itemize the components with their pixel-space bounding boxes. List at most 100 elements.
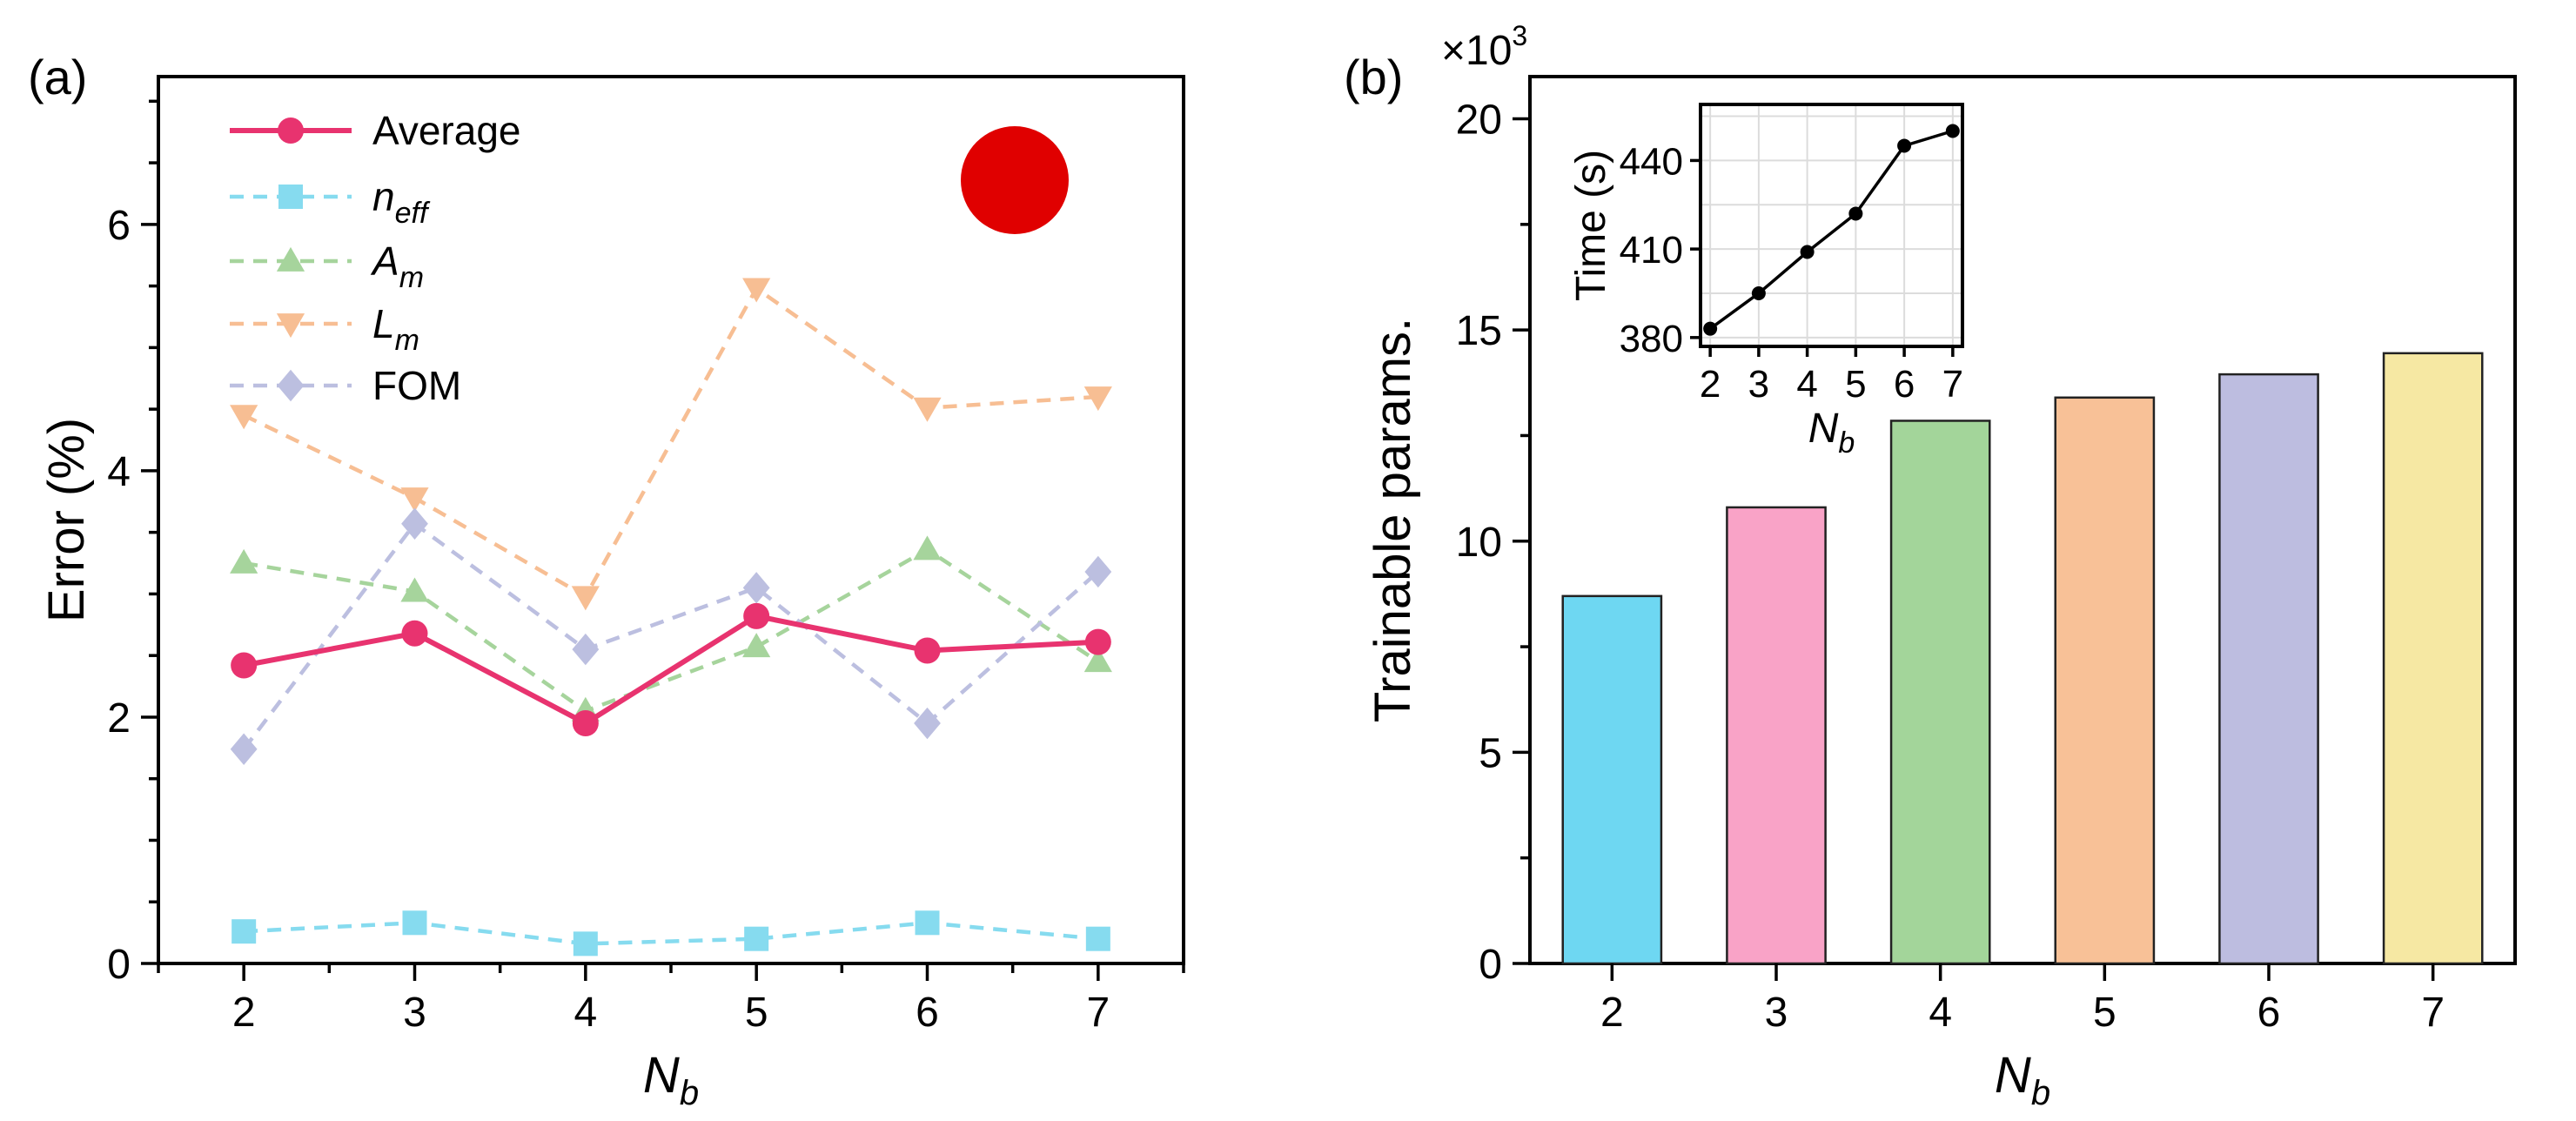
- data-point: [401, 620, 428, 647]
- bar-nb-2: [1561, 594, 1663, 965]
- y-tick-label: 6: [107, 203, 131, 249]
- legend-entry-label: Lm: [372, 301, 419, 357]
- inset-series: [1703, 124, 1960, 336]
- bar-nb-7: [2382, 352, 2484, 965]
- data-point: [230, 548, 258, 574]
- y-tick-label: 20: [1456, 97, 1502, 144]
- data-point: [230, 405, 258, 430]
- x-tick-label: 6: [1894, 363, 1915, 406]
- x-tick-label: 7: [1086, 990, 1110, 1036]
- panel-b-plot-frame: [1528, 75, 2517, 965]
- data-point: [914, 637, 941, 664]
- panel-b-x-axis: 2 3 4 5 6 7: [1600, 963, 2445, 1036]
- inset-data-point: [1703, 321, 1718, 336]
- inset-background: [1701, 104, 1962, 346]
- legend-entry-label: Average: [372, 108, 521, 153]
- data-point: [573, 931, 598, 957]
- legend-marker: [277, 369, 305, 402]
- bar-nb-5: [2054, 396, 2156, 965]
- legend-entry-label: Am: [370, 238, 424, 294]
- legend-marker: [278, 117, 304, 144]
- panel-b-y-axis-title: Trainable params.: [1365, 318, 1421, 722]
- legend-marker: [276, 246, 305, 272]
- data-point: [742, 633, 771, 658]
- x-tick-label: 3: [1765, 990, 1788, 1036]
- y-multiplier-label: ×103: [1441, 20, 1527, 74]
- data-point: [400, 577, 429, 602]
- panel-a-y-axis: 0 2 4 6: [107, 99, 158, 988]
- panel-b-label: (b): [1344, 50, 1403, 104]
- x-tick-label: 3: [403, 990, 426, 1036]
- data-point: [1084, 555, 1112, 588]
- panel-b-bars: [1561, 352, 2484, 965]
- data-point: [743, 602, 770, 629]
- data-point: [742, 278, 771, 303]
- inset-data-point: [1848, 206, 1863, 221]
- x-tick-label: 2: [232, 990, 256, 1036]
- panel-a-x-axis: 2 3 4 5 6 7: [157, 963, 1185, 1036]
- x-tick-label: 5: [1845, 363, 1866, 406]
- data-point: [572, 633, 600, 666]
- data-point: [913, 397, 942, 422]
- y-tick-label: 4: [107, 449, 131, 495]
- legend-entry-label: neff: [372, 174, 431, 230]
- data-point: [744, 926, 769, 951]
- series-n-eff: [231, 910, 1110, 957]
- y-tick-label: 410: [1620, 229, 1683, 272]
- data-point: [742, 572, 770, 604]
- series-average: [231, 602, 1111, 737]
- x-tick-label: 4: [1796, 363, 1817, 406]
- panel-a-legend: Average neff Am Lm FOM: [230, 108, 521, 408]
- data-point: [230, 733, 258, 765]
- panel-b-x-axis-title: Nb: [1995, 1047, 2050, 1112]
- bar-nb-6: [2218, 373, 2319, 965]
- panel-a-label: (a): [28, 50, 87, 104]
- data-point: [401, 507, 428, 540]
- data-point: [914, 707, 941, 740]
- x-tick-label: 2: [1700, 363, 1721, 406]
- bar-nb-4: [1889, 420, 1991, 965]
- inset-data-point: [1751, 285, 1766, 300]
- series-line: [242, 520, 1100, 751]
- data-point: [913, 535, 942, 560]
- data-point: [915, 910, 940, 936]
- panel-a-y-axis-title: Error (%): [38, 418, 95, 622]
- inset-grid: [1701, 104, 1962, 346]
- series-l-m: [230, 278, 1112, 611]
- y-tick-label: 15: [1456, 308, 1502, 354]
- x-tick-label: 2: [1600, 990, 1624, 1036]
- y-tick-label: 380: [1620, 318, 1683, 360]
- x-tick-label: 6: [2257, 990, 2281, 1036]
- x-tick-label: 7: [1942, 363, 1963, 406]
- series-line: [243, 613, 1098, 727]
- series-fom: [230, 507, 1112, 765]
- data-point: [572, 710, 599, 737]
- data-point: [400, 487, 429, 513]
- x-tick-label: 4: [574, 990, 597, 1036]
- data-point: [1084, 628, 1111, 655]
- inset-y-axis: 380 410 440: [1620, 140, 1701, 360]
- series-line: [243, 285, 1098, 600]
- x-tick-label: 6: [916, 990, 939, 1036]
- inset-data-point: [1897, 138, 1912, 153]
- y-tick-label: 0: [1479, 942, 1502, 988]
- inset-series-line: [1709, 129, 1954, 331]
- red-dot-marker: [961, 126, 1069, 234]
- legend-marker: [278, 185, 303, 209]
- inset-data-point: [1800, 245, 1815, 259]
- data-point: [231, 652, 258, 679]
- y-tick-label: 5: [1479, 730, 1502, 776]
- legend-entry-label: FOM: [372, 363, 461, 408]
- data-point: [231, 919, 257, 944]
- inset-y-axis-title: Time (s): [1568, 150, 1614, 301]
- y-tick-label: 10: [1456, 520, 1502, 566]
- data-point: [1083, 648, 1112, 673]
- data-point: [571, 586, 600, 611]
- inset-x-axis-title: Nb: [1808, 406, 1855, 460]
- inset-data-point: [1945, 124, 1960, 138]
- panel-a-error-chart: (a) 0 2 4 6 2 3 4 5 6 7 Error (%) Nb Average neff…: [28, 50, 1185, 1112]
